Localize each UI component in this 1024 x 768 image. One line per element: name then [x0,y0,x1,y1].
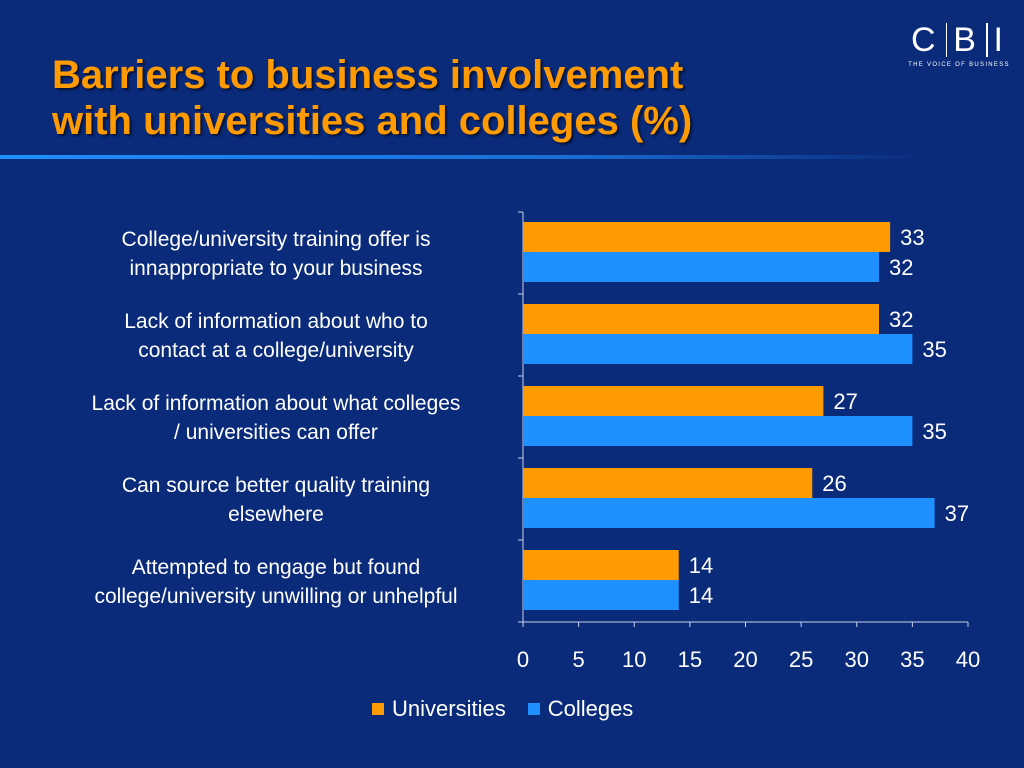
bar-colleges [523,498,935,528]
logo-separator [945,23,948,57]
bar-colleges [523,252,879,282]
category-label: Can source better quality training elsewh… [122,474,430,526]
x-tick-label: 10 [622,647,646,672]
title-line-2: with universities and colleges (%) [52,99,693,143]
x-tick-label: 15 [678,647,702,672]
category-label-line: Attempted to engage but found [132,556,420,579]
legend-swatch-universities [372,703,384,715]
chart-legend: Universities Colleges [372,696,655,722]
bar-universities [523,386,824,416]
data-label-universities: 32 [889,307,913,332]
bar-colleges [523,334,913,364]
data-label-colleges: 32 [889,255,913,280]
x-tick-label: 40 [956,647,980,672]
category-label-line: / universities can offer [174,421,378,444]
legend-label-universities: Universities [392,696,506,721]
legend-label-colleges: Colleges [547,696,634,721]
logo-letter-c: C [911,20,940,59]
legend-swatch-colleges [527,703,540,715]
data-label-colleges: 35 [922,337,946,362]
category-label-line: Can source better quality training [122,474,430,497]
category-label-line: Lack of information about what colleges [92,392,461,415]
category-label: College/university training offer is inna… [122,228,431,280]
title-line-1: Barriers to business involvement [52,53,684,97]
logo-separator [985,23,988,57]
legend-item-universities: Universities [372,696,506,722]
logo-letter-i: I [993,20,1007,59]
bar-colleges [523,416,913,446]
bar-universities [523,468,813,498]
x-tick-label: 5 [573,647,585,672]
x-tick-label: 25 [789,647,813,672]
bar-universities [523,550,679,580]
data-label-colleges: 37 [945,501,969,526]
data-label-universities: 14 [689,553,713,578]
title-divider [0,155,930,159]
bar-universities [523,222,891,252]
logo-letter-b: B [953,20,980,59]
category-label-line: contact at a college/university [138,339,414,362]
data-label-colleges: 14 [689,583,713,608]
bar-colleges [523,580,679,610]
page-title: Barriers to business involvement with un… [52,52,872,144]
category-label: Lack of information about what colleges /… [92,392,461,444]
data-label-universities: 26 [822,471,846,496]
cbi-logo: C B I THE VOICE OF BUSINESS [905,20,1013,74]
logo-tagline: THE VOICE OF BUSINESS [908,62,1010,68]
category-label-line: College/university training offer is [122,228,431,251]
data-label-colleges: 35 [922,419,946,444]
data-label-universities: 27 [833,389,857,414]
x-tick-label: 35 [900,647,924,672]
category-label-line: Lack of information about who to [124,310,428,333]
category-label-line: college/university unwilling or unhelpfu… [94,585,457,608]
x-tick-label: 0 [517,647,529,672]
logo-letters: C B I [905,20,1013,60]
category-label-line: innappropriate to your business [129,257,422,280]
legend-item-colleges: Colleges [527,696,634,722]
x-tick-label: 20 [733,647,757,672]
category-label: Lack of information about who to contact … [124,310,428,362]
category-label-line: elsewhere [228,503,324,526]
category-label: Attempted to engage but found college/uni… [94,556,457,608]
data-label-universities: 33 [900,225,924,250]
bar-universities [523,304,879,334]
x-tick-label: 30 [845,647,869,672]
